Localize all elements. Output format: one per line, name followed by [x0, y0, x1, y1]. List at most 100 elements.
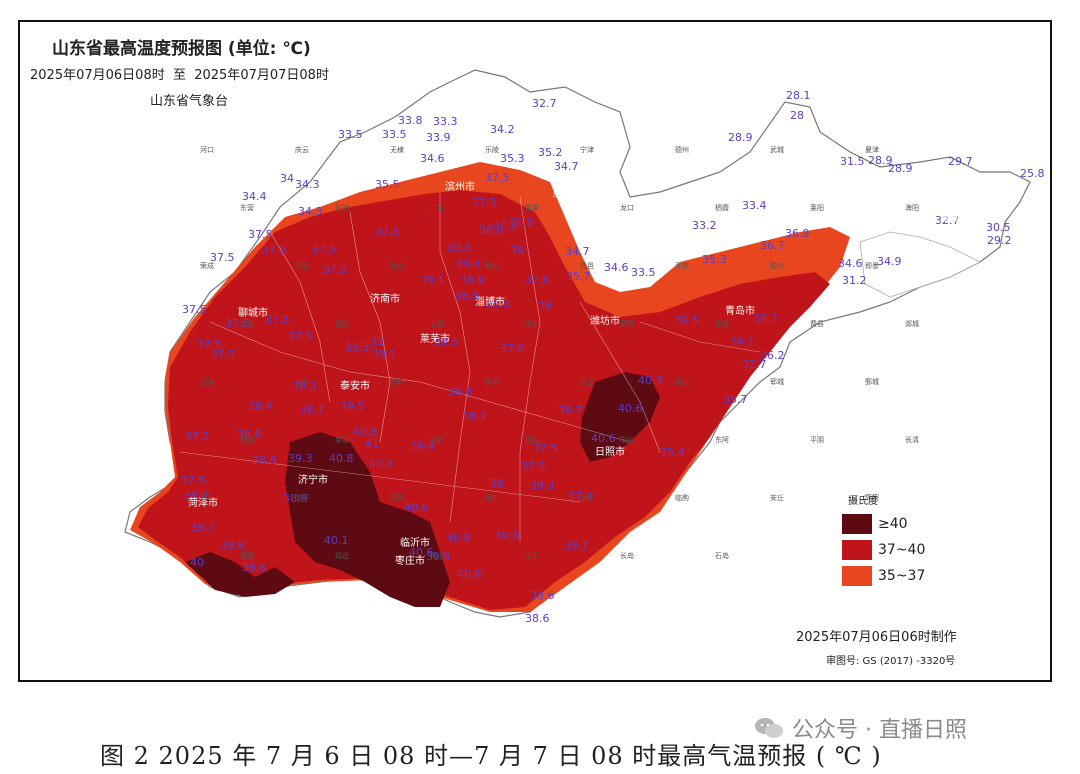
city-label: 枣庄市: [395, 554, 425, 567]
city-label: 威海市: [940, 212, 970, 225]
temperature-value: 34.6: [420, 152, 445, 165]
place-label: 龙口: [620, 203, 634, 212]
place-label: 章丘: [200, 493, 214, 502]
temperature-value: 33.5: [338, 128, 363, 141]
temperature-value: 35.3: [702, 253, 727, 266]
temperature-value: 31.2: [842, 274, 867, 287]
city-label: 聊城市: [238, 306, 268, 319]
place-label: 栖霞: [715, 203, 729, 212]
temperature-value: 37.5: [323, 263, 348, 276]
place-label: 胶州: [770, 261, 784, 270]
temperature-value: 39: [538, 300, 552, 313]
place-label: 宁津: [580, 145, 594, 154]
place-label: 兰陵: [200, 377, 214, 386]
place-label: 无棣: [390, 145, 404, 154]
city-label: 临沂市: [400, 536, 430, 549]
temperature-value: 40: [190, 556, 204, 569]
city-label: 东营市: [552, 187, 582, 200]
city-label: 菏泽市: [188, 496, 218, 509]
temperature-value: 34.6: [604, 261, 629, 274]
temperature-value: 37.5: [288, 330, 313, 343]
temperature-value: 40.2: [369, 458, 394, 471]
temperature-value: 33.5: [631, 266, 656, 279]
legend-swatch-35-37: [842, 566, 872, 586]
place-label: 平度: [675, 261, 689, 270]
temperature-value: 39.1: [420, 274, 445, 287]
temperature-value: 29.7: [948, 155, 973, 168]
place-label: 广饶: [430, 203, 444, 212]
legend-label-37-40: 37~40: [878, 542, 926, 558]
issuer-name: 山东省气象台: [150, 94, 229, 109]
place-label: 牟平: [525, 551, 539, 560]
temperature-value: 33.3: [433, 115, 458, 128]
temperature-value: 37.5: [197, 338, 222, 351]
temperature-value: 39.5: [447, 241, 472, 254]
place-label: 邹城: [390, 377, 404, 386]
temperature-value: 32.7: [935, 214, 960, 227]
temperature-value: 37.5: [265, 313, 290, 326]
temperature-value: 28.9: [888, 162, 913, 175]
temperature-value: 38.5: [434, 335, 459, 348]
place-label: 梁山: [675, 377, 689, 386]
map-review-number: 审图号: GS (2017) -3320号: [826, 656, 956, 667]
place-label: 冠县: [525, 436, 539, 444]
temperature-value: 36.9: [785, 227, 810, 240]
place-label: 博兴: [485, 493, 499, 502]
place-label: 莒县: [335, 319, 349, 328]
city-label: 泰安市: [340, 379, 370, 392]
temperature-value: 39.1: [730, 336, 755, 349]
city-label: 日照市: [595, 445, 625, 458]
temperature-value: 34.2: [490, 123, 515, 136]
temperature-value: 37.5: [182, 303, 207, 316]
temperature-value: 32.7: [742, 358, 767, 371]
county-boundaries: [179, 192, 761, 542]
temperature-value: 37.5: [225, 317, 250, 330]
temperature-value: 37.5: [375, 225, 400, 238]
legend-swatch-37-40: [842, 540, 872, 560]
temperature-value: 33.9: [426, 131, 451, 144]
temperature-value: 39.6: [242, 561, 267, 574]
place-label: 沂源: [580, 493, 594, 502]
temperature-value: 40.1: [324, 534, 349, 547]
place-label: 荣成: [200, 261, 214, 270]
temperature-value: 40.3: [638, 374, 663, 387]
legend-label-above-40: ≥40: [878, 516, 908, 532]
temperature-value: 28.9: [868, 154, 893, 167]
city-label: 烟台市: [773, 206, 803, 219]
place-label: 汶上: [580, 377, 594, 386]
temperature-value: 37.4: [568, 490, 593, 503]
wechat-icon: [755, 718, 783, 738]
temperature-value: 39.9: [426, 550, 451, 563]
place-label: 寿光: [485, 261, 499, 270]
temperature-value: 37.5: [521, 460, 546, 473]
temperature-value: 37.6: [525, 273, 550, 286]
temperature-value: 38.6: [525, 612, 550, 625]
place-label: 安丘: [770, 493, 784, 502]
zone-above-40-southwest: [285, 432, 450, 607]
temperature-value: 40.8: [329, 452, 354, 465]
place-label: 石岛: [715, 551, 729, 560]
temperature-value: 34.7: [565, 245, 590, 258]
place-label: 莱阳: [810, 203, 824, 212]
temperature-value: 34.3: [295, 178, 320, 191]
place-label: 河口: [200, 146, 214, 154]
temperature-value: 37.2: [185, 430, 210, 443]
temperature-value: 37.5: [312, 243, 337, 256]
temperature-value: 39.4: [410, 440, 435, 453]
temperature-value: 36.7: [760, 239, 785, 252]
place-label: 即墨: [865, 262, 879, 270]
city-label: 济宁市: [298, 473, 328, 486]
place-label: 费县: [810, 319, 824, 328]
place-label: 莱西: [240, 551, 254, 560]
place-label: 长清: [905, 435, 919, 444]
temperature-value: 38.4: [248, 400, 273, 413]
temperature-value: 38.6: [479, 224, 504, 237]
temperature-value: 29.2: [987, 234, 1012, 247]
place-label: 福山: [430, 551, 444, 560]
temperature-value: 38.1: [462, 410, 487, 423]
temperature-value: 40.6: [409, 546, 434, 559]
temperature-value: 39.5: [675, 314, 700, 327]
temperature-value: 39.3: [288, 452, 313, 465]
temperature-value: 39.8: [495, 530, 520, 543]
